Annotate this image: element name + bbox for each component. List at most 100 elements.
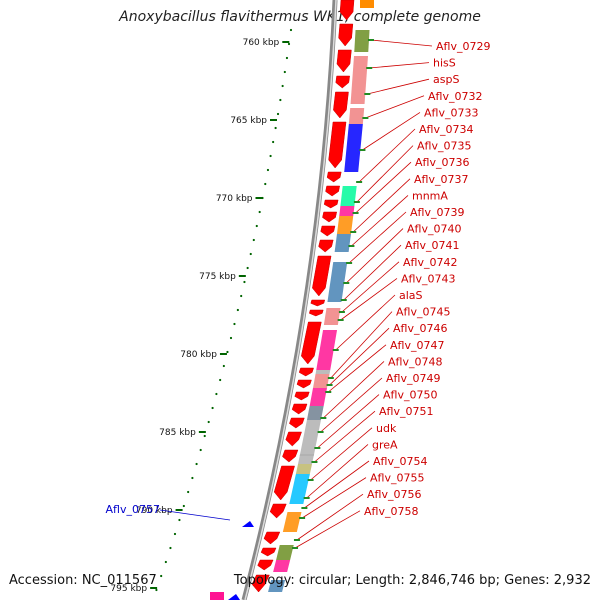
gene-label: mnmA xyxy=(412,189,448,202)
ruler-dot xyxy=(289,28,293,32)
cog-bar xyxy=(350,56,369,104)
cog-bar xyxy=(282,512,302,532)
ruler-dot xyxy=(269,154,272,158)
gene-leader-line xyxy=(345,228,404,284)
forward-gene-arrow xyxy=(320,225,336,237)
forward-gene-arrow xyxy=(325,185,341,197)
ruler-dot xyxy=(264,182,267,186)
ruler-dot xyxy=(173,532,177,536)
ruler-dot xyxy=(207,420,210,424)
cog-bar xyxy=(295,464,313,474)
gene-leader-line xyxy=(341,261,400,313)
gene-label: Aflv_0741 xyxy=(405,239,459,252)
ruler-dot xyxy=(178,518,181,522)
cog-bar xyxy=(354,30,370,52)
gene-leader-line xyxy=(367,78,430,95)
ruler-dot xyxy=(252,238,255,242)
gene-leader-line xyxy=(304,460,370,509)
forward-gene-arrow xyxy=(298,367,314,377)
forward-gene-arrow xyxy=(273,465,295,501)
cog-bar xyxy=(276,545,294,560)
ruler-dot xyxy=(219,378,222,382)
forward-gene-arrow xyxy=(310,299,326,307)
gene-label: Aflv_0747 xyxy=(390,339,444,352)
ruler-dot xyxy=(249,252,252,256)
gene-leader-line xyxy=(358,128,416,183)
ruler-dot xyxy=(285,56,289,60)
ruler-dot xyxy=(283,70,286,74)
cog-bar xyxy=(340,186,357,206)
gene-label: aspS xyxy=(433,73,459,86)
ruler-dot xyxy=(160,574,163,578)
gene-label: hisS xyxy=(433,57,456,70)
ruler-dot xyxy=(222,364,225,368)
gene-leader-line xyxy=(294,510,361,549)
gene-leader-line xyxy=(369,62,430,69)
forward-gene-arrow xyxy=(336,49,352,73)
gene-leader-line xyxy=(340,278,398,321)
highlight-marker-bottom xyxy=(228,594,240,600)
gene-leader-line xyxy=(335,294,396,351)
forward-gene-arrow xyxy=(289,417,305,429)
ruler-label: 765 kbp xyxy=(230,116,267,126)
ruler-dot xyxy=(236,308,239,312)
gene-leader-line xyxy=(352,178,411,233)
gene-leader-line xyxy=(329,327,390,386)
cog-bar xyxy=(309,388,328,406)
ruler-dot xyxy=(246,266,249,270)
forward-gene-arrow xyxy=(294,391,310,401)
ruler-dot xyxy=(215,392,218,396)
ruler-dot xyxy=(240,294,243,298)
gene-labels: Aflv_0729 hisS aspS Aflv_0732 Aflv_0733 Aflv_… xyxy=(292,39,490,549)
ruler-label: 785 kbp xyxy=(159,428,196,438)
ruler-dot xyxy=(281,84,284,88)
gene-label: Aflv_0732 xyxy=(428,90,482,103)
ruler-dot xyxy=(199,448,202,452)
forward-gene-arrow xyxy=(322,211,338,223)
gene-label: Aflv_0739 xyxy=(410,206,464,219)
gene-leader-line xyxy=(323,361,385,419)
forward-gene-arrow xyxy=(251,574,270,593)
cog-bar xyxy=(348,108,365,124)
map-title: Anoxybacillus flavithermus WK1, complete… xyxy=(119,9,481,25)
forward-gene-arrow xyxy=(333,91,349,119)
ruler-dot xyxy=(203,434,206,438)
gene-label: Aflv_0749 xyxy=(386,372,440,385)
gene-leader-line xyxy=(356,145,414,203)
ruler-dot xyxy=(279,98,282,102)
ruler-label: 780 kbp xyxy=(180,350,217,360)
ruler-dot xyxy=(169,546,172,550)
cog-bar xyxy=(327,262,348,302)
gene-leader-line xyxy=(351,195,409,247)
gene-leader-line xyxy=(370,39,433,47)
cog-bar xyxy=(339,206,355,216)
ruler-dots xyxy=(155,28,293,592)
cog-bar xyxy=(315,370,331,374)
genome-backbone-highlight xyxy=(244,0,337,600)
ruler-dot xyxy=(187,490,190,494)
ruler-dot xyxy=(274,126,277,130)
cog-bar xyxy=(323,308,341,325)
ruler-dot xyxy=(243,280,246,284)
ruler-dot xyxy=(233,322,236,326)
gene-label: Aflv_0743 xyxy=(401,272,455,285)
forward-gene-arrow xyxy=(308,309,324,317)
cog-bar xyxy=(313,374,330,388)
gene-label: Aflv_0740 xyxy=(407,223,461,236)
gene-leader-line xyxy=(355,161,412,214)
forward-gene-arrow xyxy=(296,379,312,389)
highlight-marker xyxy=(242,521,254,527)
ruler-label: 775 kbp xyxy=(199,272,236,282)
gene-label: Aflv_0737 xyxy=(414,173,468,186)
genome-backbone xyxy=(241,0,338,600)
forward-gene-arrow xyxy=(285,431,302,447)
gene-label: alaS xyxy=(399,289,423,302)
forward-gene-arrow xyxy=(323,199,339,209)
ruler-label: 760 kbp xyxy=(243,38,280,48)
forward-gene-arrow xyxy=(260,547,277,557)
ruler-dot xyxy=(287,42,291,46)
forward-strand-arrows xyxy=(251,0,355,593)
cog-bar xyxy=(289,474,310,504)
gene-leader-line xyxy=(365,95,425,119)
ruler-dot xyxy=(226,350,229,354)
